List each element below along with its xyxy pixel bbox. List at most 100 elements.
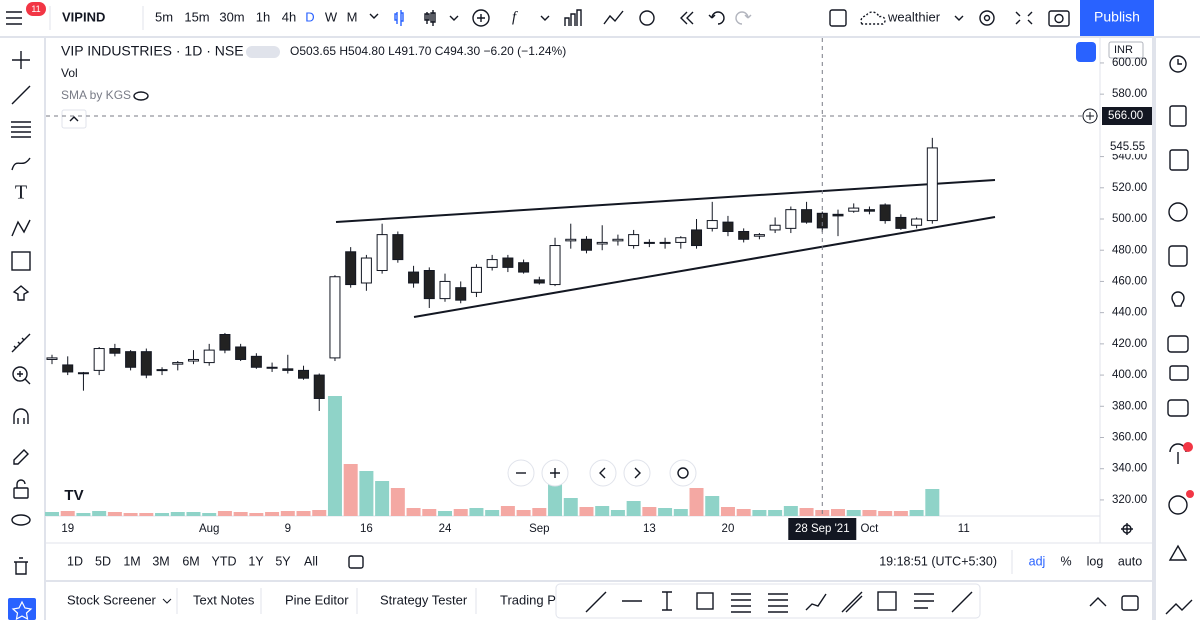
favorites-button[interactable] <box>8 598 36 620</box>
lock-tool[interactable] <box>13 487 29 499</box>
interval-option[interactable]: W <box>325 9 338 24</box>
range-option[interactable]: 5D <box>95 554 111 568</box>
news-widget[interactable] <box>1168 202 1188 222</box>
undo-icon[interactable] <box>708 11 725 25</box>
scale-option[interactable]: % <box>1060 554 1071 568</box>
maximize-panel[interactable] <box>1121 595 1139 611</box>
interval-option[interactable]: 30m <box>219 9 244 24</box>
candle-body <box>691 229 703 247</box>
interval-option[interactable]: 15m <box>184 9 209 24</box>
interval-option[interactable]: D <box>305 9 314 24</box>
collapse-button[interactable] <box>61 109 87 129</box>
remove-tool[interactable] <box>14 557 28 575</box>
fav-trendline[interactable] <box>585 591 607 613</box>
panel-tab[interactable]: Trading P <box>500 592 556 607</box>
replay-icon[interactable] <box>680 11 694 25</box>
details-widget[interactable] <box>1169 149 1189 171</box>
interval-option[interactable]: 5m <box>155 9 173 24</box>
prediction-tool[interactable] <box>11 251 31 271</box>
fav-text[interactable] <box>914 593 934 609</box>
dropdown-icon[interactable] <box>449 15 459 21</box>
snapshot-icon[interactable] <box>1048 10 1070 27</box>
range-option[interactable]: 3M <box>152 554 169 568</box>
broadcast-widget[interactable] <box>1168 495 1188 515</box>
settings-icon[interactable] <box>979 10 995 26</box>
dropdown-icon[interactable] <box>954 15 964 21</box>
notifications-widget[interactable] <box>1168 544 1188 561</box>
menu-button[interactable] <box>6 11 22 25</box>
panel-tab[interactable]: Pine Editor <box>285 592 349 607</box>
indicator-add-icon[interactable] <box>472 9 490 27</box>
interval-option[interactable]: 1h <box>256 9 270 24</box>
trendline-tool[interactable] <box>11 85 31 105</box>
interval-option[interactable]: M <box>347 9 358 24</box>
scale-option[interactable]: adj <box>1029 554 1046 568</box>
chats-widget[interactable] <box>1167 335 1189 353</box>
stay-drawing-tool[interactable] <box>13 449 29 465</box>
panel-tab[interactable]: Stock Screener <box>67 592 157 607</box>
panel-tab[interactable]: Strategy Tester <box>380 592 468 607</box>
fav-price-range[interactable] <box>662 591 672 611</box>
range-option[interactable]: 6M <box>182 554 199 568</box>
expand-panel[interactable] <box>1089 597 1107 607</box>
range-option[interactable]: YTD <box>212 554 237 568</box>
help-widget[interactable] <box>1165 599 1193 615</box>
fx-icon[interactable]: f <box>512 9 518 25</box>
fullscreen-toggle[interactable] <box>829 9 847 27</box>
upper-trendline[interactable] <box>335 179 996 223</box>
crosshair-tool[interactable] <box>12 51 30 69</box>
range-option[interactable]: 1Y <box>248 554 264 568</box>
interval-option[interactable]: 4h <box>282 9 296 24</box>
scroll-right-button[interactable] <box>623 459 651 487</box>
calendar-widget[interactable] <box>1168 245 1188 267</box>
redo-icon[interactable] <box>735 11 752 25</box>
fav-fib[interactable] <box>731 593 751 613</box>
ideas-widget[interactable] <box>1171 291 1185 307</box>
streams-widget[interactable] <box>1169 365 1189 381</box>
watchlist-widget[interactable] <box>1169 105 1187 127</box>
magnet-tool[interactable] <box>13 408 29 424</box>
range-option[interactable]: 5Y <box>275 554 291 568</box>
fav-path[interactable] <box>805 593 827 611</box>
range-option[interactable]: 1D <box>67 554 83 568</box>
candles-icon[interactable] <box>394 10 404 26</box>
fav-arrow[interactable] <box>951 591 973 613</box>
scroll-left-button[interactable] <box>589 459 617 487</box>
range-option[interactable]: 1M <box>123 554 140 568</box>
layout-name[interactable]: wealthier <box>887 9 941 24</box>
panel-tab[interactable]: Text Notes <box>193 592 255 607</box>
currency-box[interactable] <box>1108 41 1144 59</box>
fav-rectangle[interactable] <box>696 592 714 610</box>
fullscreen-icon[interactable] <box>1015 11 1033 25</box>
lower-trendline[interactable] <box>413 216 996 318</box>
messages-widget[interactable] <box>1167 399 1189 417</box>
measure-tool[interactable] <box>11 333 31 353</box>
pattern-tool[interactable] <box>11 219 31 237</box>
scale-option[interactable]: log <box>1087 554 1104 568</box>
templates-icon[interactable] <box>564 9 582 26</box>
reset-button[interactable] <box>669 459 697 487</box>
hidden-eye[interactable] <box>133 91 149 101</box>
date-range-icon[interactable] <box>348 555 364 569</box>
scale-option[interactable]: auto <box>1118 554 1142 568</box>
publish-button[interactable] <box>1080 0 1154 36</box>
dropdown-icon[interactable] <box>369 13 379 19</box>
scale-button[interactable] <box>1076 42 1096 62</box>
hide-tool[interactable] <box>11 514 31 526</box>
bars-icon[interactable] <box>424 10 436 26</box>
shapes-tool[interactable] <box>12 285 30 301</box>
fav-measure[interactable] <box>877 591 897 611</box>
dropdown-icon[interactable] <box>540 15 550 21</box>
fav-parallel[interactable] <box>841 591 863 613</box>
alert-icon[interactable] <box>639 10 655 26</box>
brush-tool[interactable] <box>11 157 31 171</box>
symbol[interactable]: VIPIND <box>62 9 105 24</box>
alerts-widget[interactable] <box>1169 55 1187 73</box>
tab-dropdown[interactable] <box>162 598 172 604</box>
fav-channel[interactable] <box>768 593 788 613</box>
zoom-tool[interactable] <box>12 366 28 382</box>
range-option[interactable]: All <box>304 554 318 568</box>
fib-tool[interactable] <box>11 121 31 138</box>
text-tool[interactable]: T <box>15 182 27 204</box>
compare-icon[interactable] <box>603 10 624 25</box>
